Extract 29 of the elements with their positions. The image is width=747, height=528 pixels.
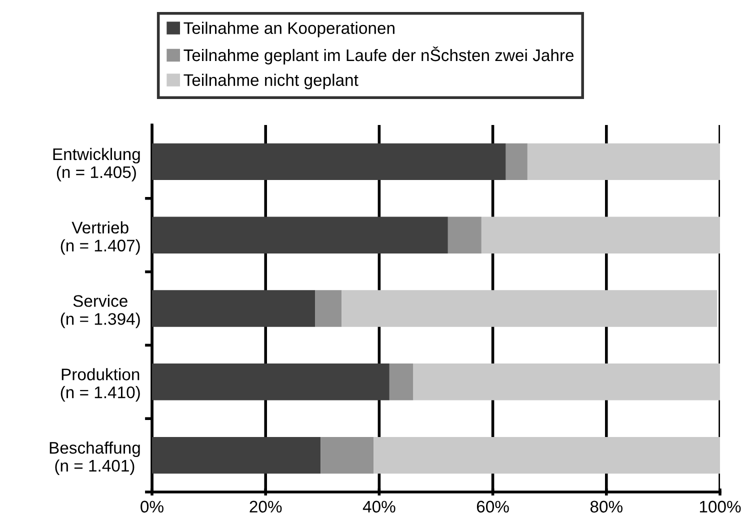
x-tick-label: 60%	[476, 500, 509, 513]
x-tick-label: 40%	[362, 500, 396, 513]
y-tick-label: Vertrieb (n = 1.407)	[60, 221, 140, 255]
x-tick-label: 20%	[250, 500, 282, 513]
bar	[152, 436, 321, 474]
bar	[152, 143, 506, 180]
bar	[152, 290, 316, 327]
bar	[374, 436, 720, 474]
bar	[481, 216, 720, 254]
y-tick-label: Service (n = 1.394)	[60, 294, 140, 328]
bar	[320, 436, 374, 474]
x-tick-label: 80%	[590, 500, 622, 513]
bar	[389, 364, 414, 400]
x-tick-label: 0%	[140, 500, 164, 513]
bar	[448, 216, 482, 254]
bar	[527, 143, 720, 180]
y-tick-label: Entwicklung (n = 1.405)	[53, 148, 140, 182]
y-tick-label: Produktion (n = 1.410)	[60, 368, 140, 402]
bar	[506, 143, 528, 180]
legend-label: Teilnahme nicht geplant	[184, 74, 358, 90]
legend-label: Teilnahme an Kooperationen	[184, 22, 394, 38]
bar	[152, 364, 390, 400]
bar	[342, 290, 718, 327]
bar	[152, 216, 448, 254]
x-tick-label: 100%	[700, 500, 741, 513]
legend-label: Teilnahme geplant im Laufe der nŠchsten zwei Jahre	[184, 46, 574, 64]
bar	[315, 290, 342, 327]
y-tick-label: Beschaffung (n = 1.401)	[50, 441, 140, 475]
bar	[413, 364, 720, 400]
